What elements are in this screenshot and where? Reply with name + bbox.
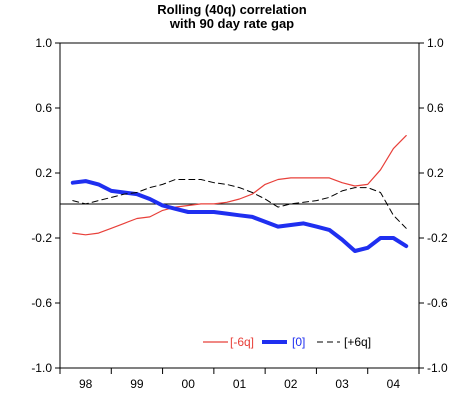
x-tick-label: 98 [79,377,93,391]
x-tick-label: 00 [182,377,196,391]
plot-frame [59,42,420,369]
legend-label-0: [0] [292,335,305,349]
y-tick-label-left: -0.6 [31,296,52,310]
chart-title-line-1: Rolling (40q) correlation [157,2,307,17]
y-tick-label-right: 0.6 [427,101,444,115]
x-tick-label: 01 [233,377,247,391]
legend: [-6q] [0] [+6q] [203,335,371,349]
legend-label-neg6q: [-6q] [230,335,254,349]
series-line-0 [70,179,409,253]
y-tick-label-left: 0.6 [35,101,52,115]
y-tick-label-left: -0.2 [31,231,52,245]
chart-title-line-2: with 90 day rate gap [169,16,294,31]
y-tick-label-left: 1.0 [35,36,52,50]
y-tick-label-left: -1.0 [31,361,52,375]
series-line-neg6q [72,135,407,236]
y-tick-label-right: -0.2 [427,231,448,245]
y-tick-label-right: -1.0 [427,361,448,375]
x-tick-label: 02 [284,377,298,391]
x-tick-label: 99 [130,377,144,391]
legend-label-pos6q: [+6q] [344,335,371,349]
y-tick-label-right: -0.6 [427,296,448,310]
y-tick-label-right: 1.0 [427,36,444,50]
x-tick-label: 04 [387,377,401,391]
y-tick-label-left: 0.2 [35,166,52,180]
x-tick-label: 03 [335,377,349,391]
series-line-pos6q [72,179,407,229]
y-tick-label-right: 0.2 [427,166,444,180]
